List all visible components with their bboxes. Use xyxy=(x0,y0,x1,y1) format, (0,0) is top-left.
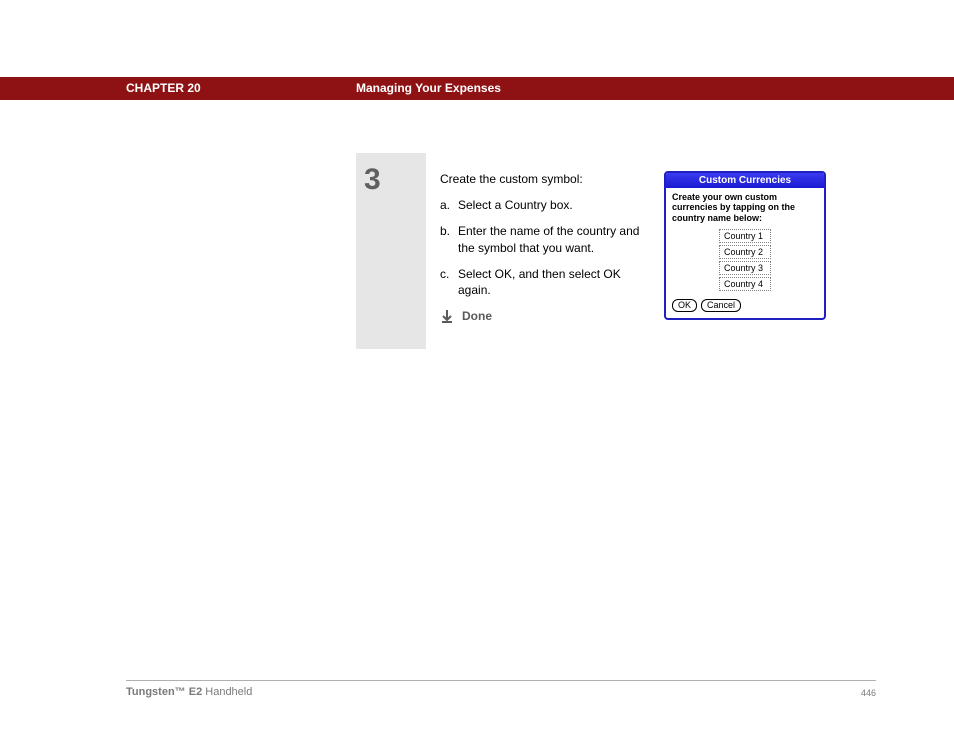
step-text-column: Create the custom symbol: a. Select a Co… xyxy=(440,171,650,335)
step-container: 3 Create the custom symbol: a. Select a … xyxy=(356,153,876,349)
chapter-header-bar: CHAPTER 20 Managing Your Expenses xyxy=(0,77,954,100)
sub-text: Select a Country box. xyxy=(458,197,573,213)
dialog-column: Custom Currencies Create your own custom… xyxy=(664,171,862,335)
done-arrow-icon xyxy=(440,309,454,323)
dialog-button-row: OK Cancel xyxy=(672,299,818,312)
country-box-2[interactable]: Country 2 xyxy=(719,245,771,259)
country-box-1[interactable]: Country 1 xyxy=(719,229,771,243)
page-number: 446 xyxy=(861,688,876,698)
footer-product-bold: Tungsten™ E2 xyxy=(126,686,202,698)
step-intro: Create the custom symbol: xyxy=(440,171,650,187)
cancel-button[interactable]: Cancel xyxy=(701,299,741,312)
footer-product: Tungsten™ E2 Handheld xyxy=(126,686,252,698)
step-sub-item: b. Enter the name of the country and the… xyxy=(440,223,650,255)
dialog-body: Create your own custom currencies by tap… xyxy=(666,188,824,318)
done-row: Done xyxy=(440,308,650,324)
ok-button[interactable]: OK xyxy=(672,299,697,312)
footer-divider xyxy=(126,680,876,681)
chapter-label: CHAPTER 20 xyxy=(126,81,201,95)
sub-letter: a. xyxy=(440,197,458,213)
step-number-column: 3 xyxy=(356,153,426,349)
dialog-instruction: Create your own custom currencies by tap… xyxy=(672,192,818,223)
sub-text: Enter the name of the country and the sy… xyxy=(458,223,650,255)
chapter-title: Managing Your Expenses xyxy=(356,81,501,95)
step-sub-item: c. Select OK, and then select OK again. xyxy=(440,266,650,298)
step-body: Create the custom symbol: a. Select a Co… xyxy=(426,153,876,349)
country-box-4[interactable]: Country 4 xyxy=(719,277,771,291)
sub-letter: b. xyxy=(440,223,458,255)
done-label: Done xyxy=(462,308,492,324)
dialog-titlebar: Custom Currencies xyxy=(666,173,824,188)
sub-text: Select OK, and then select OK again. xyxy=(458,266,650,298)
custom-currencies-dialog: Custom Currencies Create your own custom… xyxy=(664,171,826,320)
sub-letter: c. xyxy=(440,266,458,298)
country-box-3[interactable]: Country 3 xyxy=(719,261,771,275)
footer-product-rest: Handheld xyxy=(202,686,252,698)
step-sub-item: a. Select a Country box. xyxy=(440,197,650,213)
country-list: Country 1 Country 2 Country 3 Country 4 xyxy=(672,229,818,291)
step-number: 3 xyxy=(364,163,426,197)
